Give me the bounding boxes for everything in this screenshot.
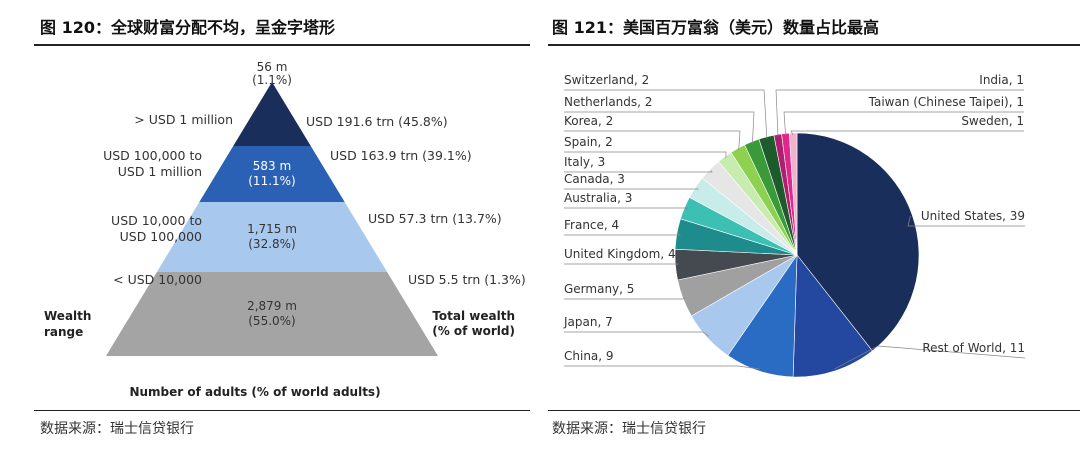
pie-leader-italy (564, 170, 713, 173)
pie-label-france: France, 4 (564, 218, 619, 232)
left-chart-title: 图 120：全球财富分配不均，呈金字塔形 (40, 18, 335, 37)
pie-leader-switzerland (564, 89, 768, 139)
pie-leader-united-states (907, 215, 1025, 227)
pyramid-range-label-1: > USD 1 million (134, 112, 233, 127)
pie-label-japan: Japan, 7 (563, 315, 613, 329)
pie-label-australia: Australia, 3 (564, 191, 632, 205)
pyramid-adults-label-2: 583 m (11.1%) (248, 159, 295, 188)
pie-leader-sweden (790, 130, 1024, 136)
pyramid-adults-label-1: 56 m (1.1%) (252, 60, 292, 87)
pie-label-china: China, 9 (564, 349, 614, 363)
right-title-rule (548, 44, 1080, 46)
right-chart-source: 数据来源：瑞士信贷银行 (552, 421, 706, 437)
pie-leader-rest-of-world (834, 345, 1026, 370)
pyramid-adults-label-3: 1,715 m (32.8%) (247, 222, 297, 251)
pie-label-sweden: Sweden, 1 (961, 114, 1024, 128)
pyramid-level-4 (106, 272, 438, 356)
pie-leader-netherlands (564, 111, 755, 144)
millionaires-pie-panel: 图 121：美国百万富翁（美元）数量占比最高 United States, 39… (548, 0, 1080, 456)
pyramid-wealth-label-1: USD 191.6 trn (45.8%) (306, 114, 448, 129)
pyramid-wealth-label-3: USD 57.3 trn (13.7%) (368, 211, 502, 226)
wealth-pyramid-chart: 56 m (1.1%) > USD 1 million USD 191.6 trn (… (44, 60, 526, 399)
wealth-pyramid-panel: 图 120：全球财富分配不均，呈金字塔形 56 m (1.1%) > USD 1 m… (34, 18, 530, 437)
right-source-rule (548, 410, 1080, 411)
pie-label-netherlands: Netherlands, 2 (564, 95, 652, 109)
pie-label-italy: Italy, 3 (564, 155, 605, 169)
pyramid-level-3 (156, 202, 388, 272)
pyramid-wealth-label-4: USD 5.5 trn (1.3%) (408, 272, 526, 287)
pyramid-range-label-2: USD 100,000 to USD 1 million (103, 148, 202, 179)
pyramid-level-1 (233, 82, 311, 146)
pyramid-range-label-4: < USD 10,000 (113, 272, 202, 287)
pie-leader-taiwan-chinese-taipei (783, 111, 1024, 136)
left-chart-source: 数据来源：瑞士信贷银行 (40, 421, 194, 437)
pie-label-united-states: United States, 39 (921, 209, 1025, 223)
pie-leader-china (564, 365, 760, 370)
pyramid-wealth-label-2: USD 163.9 trn (39.1%) (330, 148, 472, 163)
pie-label-taiwan-chinese-taipei: Taiwan (Chinese Taipei), 1 (868, 95, 1024, 109)
pie-leader-japan (564, 331, 710, 337)
pyramid-x-axis-label: Number of adults (% of world adults) (129, 385, 380, 399)
pyramid-level-2 (199, 146, 345, 202)
pie-label-germany: Germany, 5 (564, 282, 634, 296)
left-title-rule (34, 44, 530, 46)
pyramid-left-axis-label: Wealth range (44, 309, 91, 339)
pie-leader-india (775, 89, 1024, 137)
millionaires-pie-chart: United States, 39 Rest of World, 11 China,… (563, 73, 1026, 378)
pie-label-india: India, 1 (979, 73, 1024, 87)
pie-leader-australia (564, 207, 689, 209)
pie-leader-united-kingdom (564, 263, 679, 265)
pie-leader-canada (564, 188, 700, 190)
pie-leader-spain (564, 151, 727, 159)
left-source-rule (34, 410, 530, 411)
pyramid-adults-label-4: 2,879 m (55.0%) (247, 299, 297, 328)
pie-leader-korea (564, 130, 741, 151)
pie-slice-sweden (788, 132, 798, 256)
pie-label-spain: Spain, 2 (564, 135, 613, 149)
pie-label-switzerland: Switzerland, 2 (564, 73, 649, 87)
pie-label-united-kingdom: United Kingdom, 4 (564, 247, 676, 261)
pie-slice-rest-of-world (792, 254, 873, 378)
pie-label-korea: Korea, 2 (564, 114, 613, 128)
right-chart-title: 图 121：美国百万富翁（美元）数量占比最高 (552, 18, 879, 37)
pyramid-range-label-3: USD 10,000 to USD 100,000 (111, 213, 202, 244)
pie-label-canada: Canada, 3 (564, 172, 625, 186)
pie-leader-france (564, 233, 682, 236)
pie-slice-united-states (796, 132, 920, 352)
pyramid-right-axis-label: Total wealth (% of world) (432, 309, 515, 338)
pie-label-rest-of-world: Rest of World, 11 (922, 341, 1025, 355)
pie-leader-germany (564, 297, 686, 300)
